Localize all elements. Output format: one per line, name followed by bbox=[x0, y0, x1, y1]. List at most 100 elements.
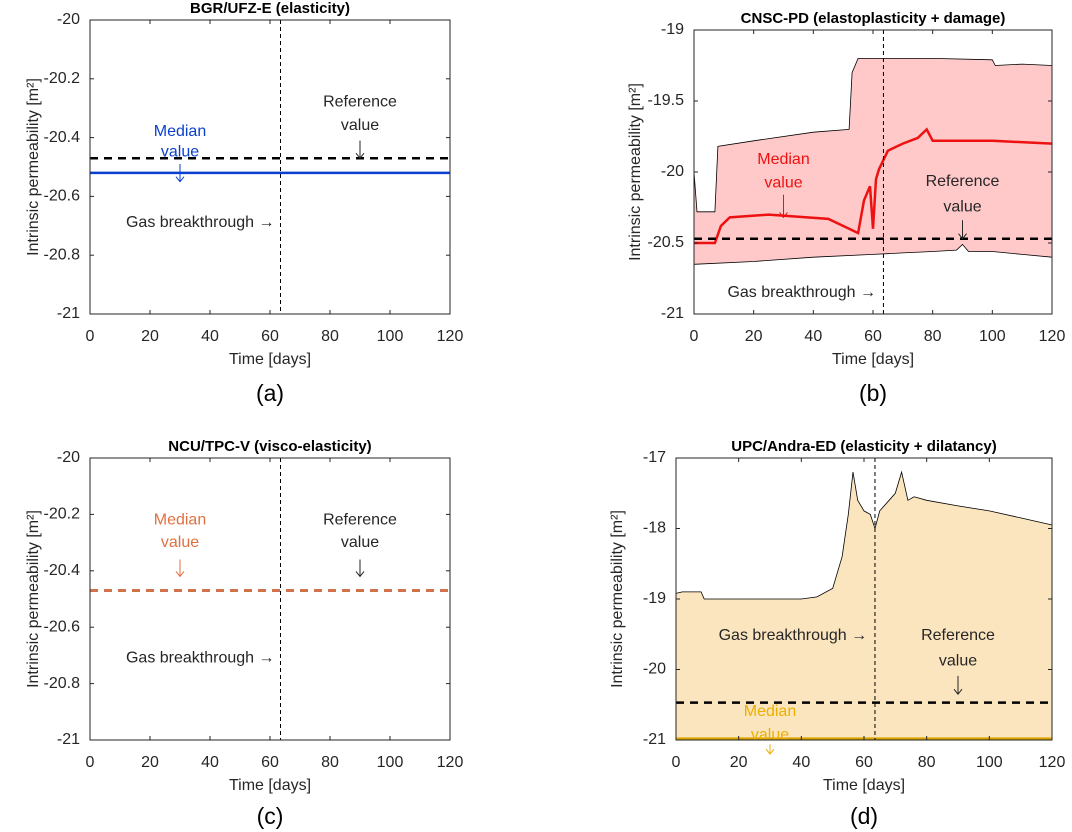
x-tick-label: 100 bbox=[377, 328, 404, 345]
annotation: Gas breakthrough → bbox=[727, 284, 876, 301]
band-area bbox=[676, 472, 1052, 740]
y-axis-label: Intrinsic permeability [m²] bbox=[609, 510, 626, 688]
x-tick-label: 120 bbox=[437, 328, 464, 345]
annotation: Gas breakthrough → bbox=[126, 649, 275, 666]
annotation: value bbox=[939, 652, 977, 669]
x-tick-label: 60 bbox=[864, 328, 882, 345]
y-tick-label: -21 bbox=[57, 731, 80, 748]
annotation: Reference bbox=[926, 173, 1000, 190]
y-tick-label: -21 bbox=[661, 305, 684, 322]
y-tick-label: -20 bbox=[643, 661, 666, 678]
annotation: value bbox=[751, 726, 789, 743]
x-tick-label: 100 bbox=[979, 328, 1006, 345]
annotation: value bbox=[161, 534, 199, 551]
panel-label: (b) bbox=[859, 380, 887, 406]
y-tick-label: -20 bbox=[661, 163, 684, 180]
x-tick-label: 80 bbox=[321, 328, 339, 345]
panel-label: (d) bbox=[850, 803, 878, 829]
annotation-arrowhead bbox=[765, 748, 775, 755]
y-tick-label: -20.4 bbox=[44, 562, 81, 579]
band-upper bbox=[675, 470, 1053, 600]
annotation: Median bbox=[744, 703, 796, 720]
x-tick-label: 60 bbox=[261, 754, 279, 771]
y-axis-label: Intrinsic permeability [m²] bbox=[25, 510, 42, 688]
x-tick-label: 40 bbox=[804, 328, 822, 345]
annotation: value bbox=[943, 199, 981, 216]
y-axis-label: Intrinsic permeability [m²] bbox=[627, 83, 644, 261]
annotation-arrowhead bbox=[355, 571, 365, 578]
y-tick-label: -20.5 bbox=[648, 234, 685, 251]
panel-label: (a) bbox=[256, 380, 284, 406]
x-axis-label: Time [days] bbox=[229, 777, 311, 794]
x-tick-label: 0 bbox=[86, 328, 95, 345]
band-lower bbox=[693, 243, 1053, 265]
x-tick-label: 80 bbox=[918, 754, 936, 771]
annotation: Median bbox=[757, 151, 809, 168]
x-tick-label: 40 bbox=[201, 328, 219, 345]
x-tick-label: 20 bbox=[141, 754, 159, 771]
y-tick-label: -19 bbox=[643, 590, 666, 607]
x-tick-label: 60 bbox=[261, 328, 279, 345]
y-tick-label: -17 bbox=[643, 449, 666, 466]
x-tick-label: 100 bbox=[377, 754, 404, 771]
annotation: Reference bbox=[323, 94, 397, 111]
y-tick-label: -20 bbox=[57, 449, 80, 466]
y-tick-label: -20.6 bbox=[44, 618, 81, 635]
y-tick-label: -20.2 bbox=[44, 506, 81, 523]
y-tick-label: -20 bbox=[57, 11, 80, 28]
y-tick-label: -20.8 bbox=[44, 246, 81, 263]
y-axis-label: Intrinsic permeability [m²] bbox=[25, 78, 42, 256]
annotation: Median bbox=[154, 123, 206, 140]
x-tick-label: 20 bbox=[141, 328, 159, 345]
y-tick-label: -21 bbox=[643, 731, 666, 748]
axes-box bbox=[89, 19, 451, 315]
x-tick-label: 120 bbox=[1039, 328, 1066, 345]
x-tick-label: 0 bbox=[672, 754, 681, 771]
annotation-arrowhead bbox=[958, 233, 967, 240]
annotation-arrowhead bbox=[953, 688, 963, 695]
y-tick-label: -20.8 bbox=[44, 675, 81, 692]
annotation-arrowhead bbox=[175, 176, 185, 183]
y-tick-label: -19.5 bbox=[648, 92, 685, 109]
annotation: Gas breakthrough → bbox=[126, 214, 275, 231]
x-tick-label: 80 bbox=[924, 328, 942, 345]
chart-title: NCU/TPC-V (visco-elasticity) bbox=[168, 438, 371, 455]
x-tick-label: 20 bbox=[730, 754, 748, 771]
annotation: value bbox=[764, 175, 802, 192]
y-tick-label: -20.2 bbox=[44, 70, 81, 87]
x-tick-label: 60 bbox=[855, 754, 873, 771]
chart-title: BGR/UFZ-E (elasticity) bbox=[190, 0, 350, 17]
y-tick-label: -20.6 bbox=[44, 188, 81, 205]
annotation: Reference bbox=[323, 511, 397, 528]
series-line bbox=[694, 127, 1053, 245]
x-axis-label: Time [days] bbox=[229, 351, 311, 368]
chart-title: UPC/Andra-ED (elasticity + dilatancy) bbox=[731, 438, 997, 455]
band-area bbox=[694, 58, 1052, 265]
x-tick-label: 0 bbox=[690, 328, 699, 345]
x-tick-label: 20 bbox=[745, 328, 763, 345]
annotation-arrowhead bbox=[175, 571, 185, 578]
annotation-arrowhead bbox=[779, 212, 788, 219]
x-tick-label: 100 bbox=[976, 754, 1003, 771]
x-tick-label: 120 bbox=[1039, 754, 1066, 771]
band-upper bbox=[693, 58, 1053, 213]
y-tick-label: -21 bbox=[57, 305, 80, 322]
annotation: value bbox=[341, 534, 379, 551]
annotation: Gas breakthrough → bbox=[719, 627, 868, 644]
annotation: Median bbox=[154, 511, 206, 528]
x-tick-label: 40 bbox=[792, 754, 810, 771]
axes-box bbox=[89, 457, 451, 741]
x-tick-label: 120 bbox=[437, 754, 464, 771]
y-tick-label: -19 bbox=[661, 21, 684, 38]
x-axis-label: Time [days] bbox=[823, 777, 905, 794]
annotation: value bbox=[161, 144, 199, 161]
panel-label: (c) bbox=[257, 803, 284, 829]
annotation: value bbox=[341, 117, 379, 134]
annotation-arrowhead bbox=[355, 152, 365, 159]
y-tick-label: -20.4 bbox=[44, 129, 81, 146]
y-tick-label: -18 bbox=[643, 520, 666, 537]
x-axis-label: Time [days] bbox=[832, 351, 914, 368]
chart-title: CNSC-PD (elastoplasticity + damage) bbox=[741, 10, 1006, 27]
x-tick-label: 0 bbox=[86, 754, 95, 771]
